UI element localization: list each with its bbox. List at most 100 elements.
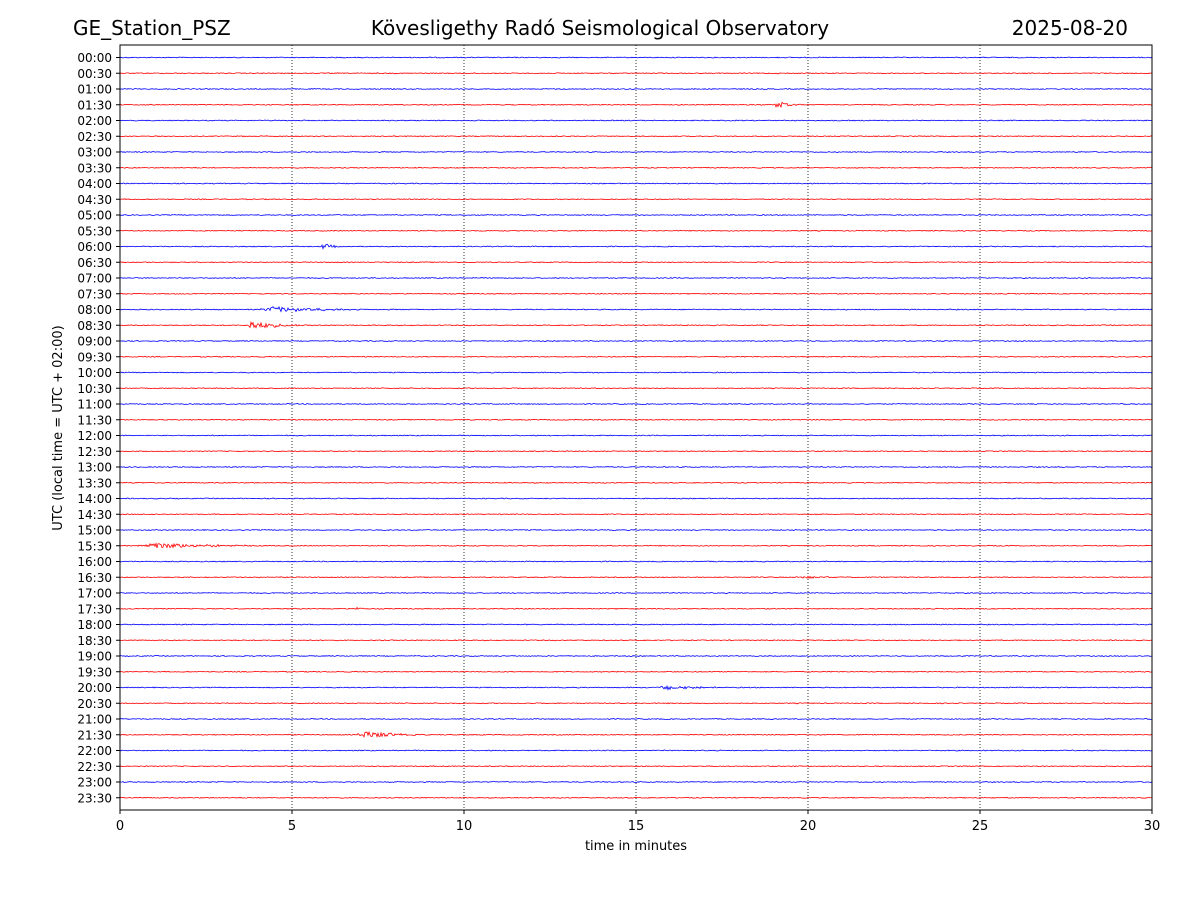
row-label: 21:00 [77, 713, 112, 727]
trace-0330 [119, 166, 1153, 169]
trace-0400 [119, 182, 1153, 185]
trace-1800 [119, 623, 1153, 626]
row-label: 20:30 [77, 697, 112, 711]
trace-1330 [119, 481, 1153, 484]
row-label: 00:30 [77, 67, 112, 81]
date-label: 2025-08-20 [1011, 16, 1128, 40]
trace-0000 [119, 56, 1153, 59]
trace-1630 [119, 575, 1153, 580]
row-label: 17:00 [77, 587, 112, 601]
row-label: 20:00 [77, 681, 112, 695]
row-label: 03:00 [77, 146, 112, 160]
trace-1230 [119, 450, 1153, 453]
row-label: 22:00 [77, 744, 112, 758]
row-label: 05:00 [77, 209, 112, 223]
x-tick-label: 20 [800, 819, 817, 834]
row-label: 13:00 [77, 461, 112, 475]
trace-1030 [119, 387, 1153, 390]
trace-1130 [119, 418, 1153, 421]
trace-0100 [119, 88, 1153, 90]
row-label: 17:30 [77, 602, 112, 616]
row-label: 08:30 [77, 319, 112, 333]
trace-2330 [119, 796, 1153, 799]
trace-2230 [119, 765, 1153, 768]
trace-series [119, 56, 1153, 799]
trace-0230 [120, 135, 1153, 138]
row-label: 10:30 [77, 382, 112, 396]
row-label: 05:30 [77, 224, 112, 238]
row-label: 23:00 [77, 776, 112, 790]
trace-1600 [119, 560, 1153, 563]
x-tick-label: 5 [288, 819, 296, 834]
x-axis-label: time in minutes [585, 839, 687, 854]
row-label: 07:30 [77, 287, 112, 301]
row-label: 02:30 [77, 130, 112, 144]
row-label: 12:00 [77, 429, 112, 443]
y-axis-label: UTC (local time = UTC + 02:00) [51, 325, 66, 530]
trace-0600 [119, 243, 1153, 250]
row-label: 22:30 [77, 760, 112, 774]
trace-0900 [120, 340, 1153, 342]
row-label: 01:30 [77, 98, 112, 112]
trace-1500 [119, 529, 1153, 531]
row-label: 09:30 [77, 350, 112, 364]
trace-1730 [119, 606, 1153, 610]
row-label: 10:00 [77, 366, 112, 380]
trace-0830 [119, 320, 1153, 329]
trace-1530 [119, 542, 1153, 549]
trace-2100 [119, 718, 1153, 720]
trace-1700 [119, 592, 1153, 594]
row-label: 15:30 [77, 539, 112, 553]
row-label: 13:30 [77, 476, 112, 490]
trace-0530 [119, 229, 1153, 232]
row-label: 03:30 [77, 161, 112, 175]
row-label: 08:00 [77, 303, 112, 317]
trace-1200 [119, 434, 1153, 437]
x-tick-label: 10 [456, 819, 473, 834]
row-label: 04:00 [77, 177, 112, 191]
row-label: 01:00 [77, 83, 112, 97]
row-label: 19:00 [77, 650, 112, 664]
row-label: 11:30 [77, 413, 112, 427]
trace-0730 [119, 292, 1153, 295]
trace-0200 [119, 119, 1153, 122]
trace-1000 [119, 371, 1153, 374]
chart-title: Kövesligethy Radó Seismological Observat… [370, 16, 830, 40]
trace-1430 [119, 513, 1153, 516]
x-tick-label: 15 [628, 819, 645, 834]
row-label: 14:30 [77, 508, 112, 522]
trace-1830 [119, 639, 1153, 642]
x-tick-label: 30 [1144, 819, 1161, 834]
row-label: 23:30 [77, 791, 112, 805]
trace-0030 [119, 72, 1153, 75]
trace-0700 [119, 277, 1153, 279]
trace-1100 [119, 403, 1153, 405]
row-label: 04:30 [77, 193, 112, 207]
row-label: 18:00 [77, 618, 112, 632]
trace-2030 [119, 702, 1153, 705]
row-label: 21:30 [77, 728, 112, 742]
trace-0500 [119, 214, 1153, 216]
row-label: 14:00 [77, 492, 112, 506]
trace-2300 [119, 781, 1153, 783]
x-tick-label: 0 [116, 819, 124, 834]
trace-0930 [119, 355, 1153, 358]
row-label: 16:00 [77, 555, 112, 569]
row-label: 15:00 [77, 524, 112, 538]
row-label: 07:00 [77, 272, 112, 286]
trace-0130 [119, 101, 1153, 109]
trace-2000 [119, 684, 1153, 691]
row-label: 18:30 [77, 634, 112, 648]
row-label: 19:30 [77, 665, 112, 679]
row-label: 00:00 [77, 51, 112, 65]
trace-0800 [119, 306, 1153, 313]
trace-0630 [119, 261, 1153, 264]
trace-2200 [119, 749, 1153, 752]
row-label: 06:30 [77, 256, 112, 270]
row-label: 06:00 [77, 240, 112, 254]
trace-1930 [119, 670, 1153, 673]
x-axis: 0 5 10 15 20 25 30 [116, 810, 1160, 834]
station-label: GE_Station_PSZ [73, 16, 231, 40]
